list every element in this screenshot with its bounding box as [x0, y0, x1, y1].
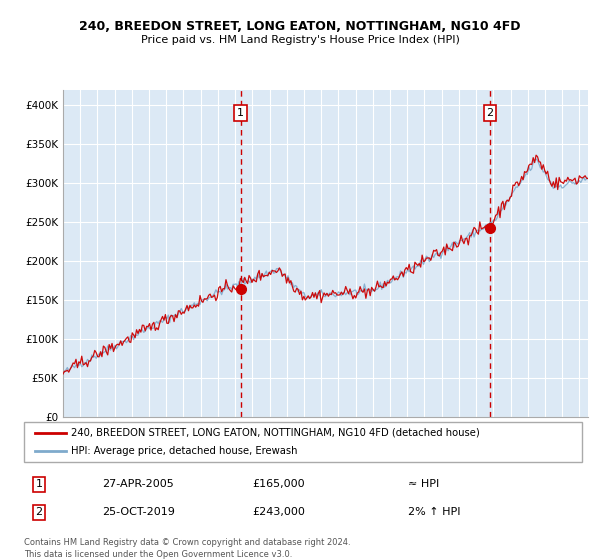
Text: 25-OCT-2019: 25-OCT-2019 [102, 507, 175, 517]
Text: £243,000: £243,000 [252, 507, 305, 517]
Text: 1: 1 [35, 479, 43, 489]
Text: 2: 2 [35, 507, 43, 517]
Text: 2% ↑ HPI: 2% ↑ HPI [408, 507, 461, 517]
Text: HPI: Average price, detached house, Erewash: HPI: Average price, detached house, Erew… [71, 446, 298, 456]
Text: This data is licensed under the Open Government Licence v3.0.: This data is licensed under the Open Gov… [24, 550, 292, 559]
Text: ≈ HPI: ≈ HPI [408, 479, 439, 489]
Text: 240, BREEDON STREET, LONG EATON, NOTTINGHAM, NG10 4FD: 240, BREEDON STREET, LONG EATON, NOTTING… [79, 20, 521, 32]
Text: 27-APR-2005: 27-APR-2005 [102, 479, 174, 489]
Text: 1: 1 [237, 108, 244, 118]
FancyBboxPatch shape [24, 422, 582, 462]
Text: 2: 2 [487, 108, 494, 118]
Text: Contains HM Land Registry data © Crown copyright and database right 2024.: Contains HM Land Registry data © Crown c… [24, 538, 350, 547]
Text: 240, BREEDON STREET, LONG EATON, NOTTINGHAM, NG10 4FD (detached house): 240, BREEDON STREET, LONG EATON, NOTTING… [71, 428, 480, 437]
Text: Price paid vs. HM Land Registry's House Price Index (HPI): Price paid vs. HM Land Registry's House … [140, 35, 460, 45]
Text: £165,000: £165,000 [252, 479, 305, 489]
